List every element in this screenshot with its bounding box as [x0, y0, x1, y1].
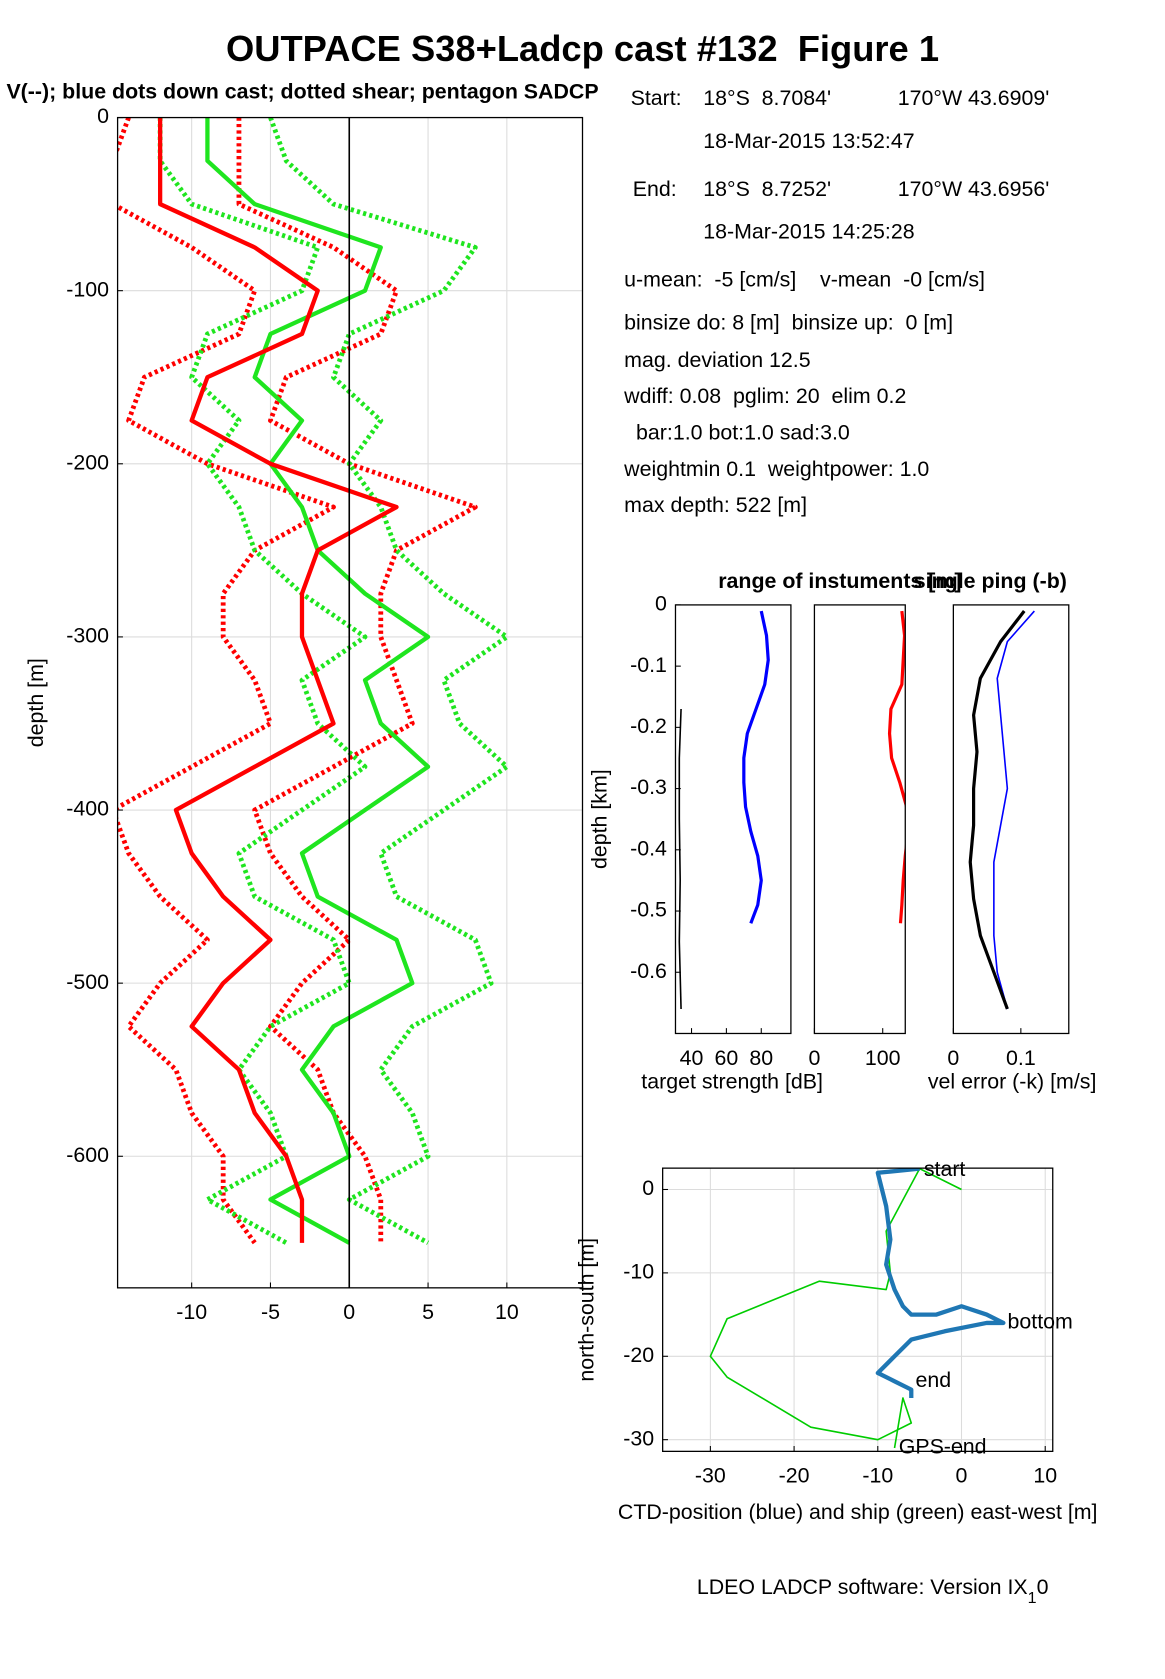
y-tick-label: -20 [623, 1343, 654, 1367]
annotation: end [915, 1368, 951, 1392]
x-tick-label: 0 [808, 1046, 820, 1070]
x-tick-label: 0 [343, 1300, 355, 1324]
y-axis-label: depth [m] [24, 658, 48, 747]
data-line [268, 117, 510, 1245]
x-axis-label: CTD-position (blue) and ship (green) eas… [618, 1500, 1098, 1524]
panel-title: single ping (-b) [914, 569, 1067, 593]
y-tick-label: 0 [655, 592, 667, 616]
y-tick-label: 0 [642, 1176, 654, 1200]
footer-tail: 0 [1037, 1575, 1049, 1599]
x-tick-label: 80 [749, 1046, 773, 1070]
y-tick-label: -0.3 [630, 775, 667, 799]
data-line [236, 117, 478, 1243]
info-text: binsize do: 8 [m] binsize up: 0 [m] [624, 310, 953, 334]
info-text: 18°S 8.7084' [703, 86, 831, 110]
data-line [968, 610, 1026, 1010]
x-axis-label: vel error (-k) [m/s] [928, 1069, 1097, 1093]
x-tick-label: 0 [947, 1046, 959, 1070]
data-line [875, 1168, 1006, 1398]
plot-area [662, 1168, 1053, 1452]
y-tick-label: -0.6 [630, 959, 667, 983]
plot-area [953, 604, 1069, 1034]
x-tick-label: -5 [261, 1300, 280, 1324]
x-tick-label: 40 [680, 1046, 704, 1070]
y-tick-label: -0.4 [630, 836, 667, 860]
info-text: mag. deviation 12.5 [624, 348, 810, 372]
data-line [117, 117, 336, 1245]
y-axis-label: depth [km] [587, 769, 611, 869]
info-text: 18-Mar-2015 14:25:28 [703, 220, 914, 244]
data-line [158, 117, 399, 1243]
x-tick-label: 100 [865, 1046, 901, 1070]
axes-frame [662, 1167, 1054, 1452]
y-tick-label: -30 [623, 1426, 654, 1450]
x-tick-label: -30 [695, 1464, 726, 1488]
info-text: 18°S 8.7252' [703, 177, 831, 201]
info-text: max depth: 522 [m] [624, 493, 807, 517]
title: OUTPACE S38+Ladcp cast #132 Figure 1 [226, 28, 939, 69]
x-tick-label: 10 [1033, 1464, 1057, 1488]
y-tick-label: -500 [66, 970, 109, 994]
footer: LDEO LADCP software: Version IX10 [697, 1575, 1049, 1607]
data-line [993, 610, 1035, 1010]
x-axis-label: target strength [dB] [641, 1069, 823, 1093]
info-text: weightmin 0.1 weightpower: 1.0 [623, 457, 929, 481]
info-text: 18-Mar-2015 13:52:47 [703, 129, 914, 153]
info-text: Start: [631, 86, 682, 110]
axes-frame [116, 116, 584, 1289]
y-axis-label: north-south [m] [574, 1238, 598, 1382]
data-line [742, 610, 770, 924]
data-line [709, 1168, 962, 1449]
footer-sub: 1 [1028, 1589, 1037, 1607]
x-tick-label: -10 [176, 1300, 207, 1324]
info-text: End: [633, 177, 677, 201]
annotation: start [924, 1157, 966, 1181]
axes-frame [813, 604, 906, 1035]
plot-area [675, 604, 791, 1034]
y-tick-label: -300 [66, 624, 109, 648]
subtitle: V(--); blue dots down cast; dotted shear… [6, 80, 598, 104]
x-tick-label: 60 [715, 1046, 739, 1070]
data-line [205, 117, 431, 1245]
info-text: wdiff: 0.08 pglim: 20 elim 0.2 [623, 384, 906, 408]
x-tick-label: -20 [779, 1464, 810, 1488]
axes-frame [952, 604, 1070, 1035]
panel-title: range of instuments [m] [718, 569, 961, 593]
y-tick-label: -200 [66, 450, 109, 474]
data-line [678, 708, 682, 1010]
y-tick-label: 0 [97, 104, 109, 128]
y-tick-label: -10 [623, 1260, 654, 1284]
x-tick-label: 0.1 [1006, 1046, 1036, 1070]
annotation: GPS-end [899, 1435, 987, 1459]
info-text: bar:1.0 bot:1.0 sad:3.0 [624, 421, 850, 445]
y-tick-label: -100 [66, 277, 109, 301]
x-tick-label: 5 [422, 1300, 434, 1324]
data-line [157, 117, 368, 1245]
info-text: u-mean: -5 [cm/s] v-mean -0 [cm/s] [624, 268, 985, 292]
axes-frame [674, 604, 792, 1035]
y-tick-label: -0.1 [630, 653, 667, 677]
x-tick-label: -10 [862, 1464, 893, 1488]
info-text: 170°W 43.6956' [898, 177, 1050, 201]
plot-area [814, 604, 906, 1034]
annotation: bottom [1008, 1310, 1073, 1334]
y-tick-label: -0.5 [630, 898, 667, 922]
y-tick-label: -600 [66, 1143, 109, 1167]
x-tick-label: 0 [956, 1464, 968, 1488]
data-line [887, 610, 906, 924]
y-tick-label: -0.2 [630, 714, 667, 738]
info-text: 170°W 43.6909' [898, 86, 1050, 110]
footer-text: LDEO LADCP software: Version IX [697, 1575, 1028, 1599]
x-tick-label: 10 [495, 1300, 519, 1324]
y-tick-label: -400 [66, 797, 109, 821]
